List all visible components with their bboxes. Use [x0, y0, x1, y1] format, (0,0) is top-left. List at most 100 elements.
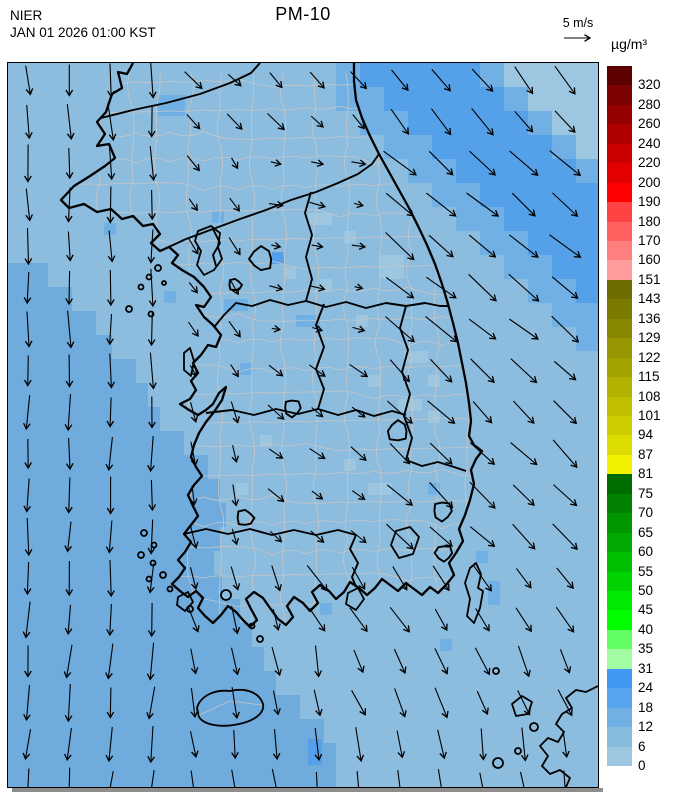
wind-arrow: [508, 273, 540, 302]
gyeonggi-gangwon-border: [304, 191, 313, 302]
chungnam-chungbuk-border: [315, 303, 325, 410]
wind-arrow: [472, 401, 493, 424]
wind-arrow: [386, 484, 414, 506]
wind-arrow: [314, 728, 323, 762]
wind-arrow: [309, 201, 327, 209]
colorbar-segment: [607, 338, 632, 359]
colorbar-tick-label: 220: [638, 155, 661, 171]
wind-arrow: [553, 400, 578, 425]
wind-arrow: [146, 563, 155, 594]
colorbar-tick-label: 55: [638, 563, 654, 579]
colorbar-segment: [607, 688, 632, 709]
wind-arrow: [68, 767, 71, 787]
colorbar-tick-label: 151: [638, 271, 661, 287]
colorbar-segment: [607, 610, 632, 631]
wind-arrow: [64, 187, 73, 223]
wind-arrow: [65, 270, 73, 306]
southwest-sea-field-12-18: [8, 263, 336, 787]
concentration-cell: [398, 399, 422, 411]
wind-arrow: [389, 606, 410, 633]
colorbar-tick-label: 65: [638, 524, 654, 540]
wind-arrow: [227, 73, 242, 87]
wind-arrow: [267, 113, 286, 131]
wind-reference-label: 5 m/s: [562, 16, 594, 30]
wind-arrow: [271, 325, 282, 333]
colorbar-segment: [607, 202, 632, 223]
colorbar-segment: [607, 416, 632, 436]
colorbar-tick-label: 260: [638, 116, 661, 132]
wind-arrow: [510, 442, 538, 466]
wind-arrow: [389, 443, 411, 465]
wind-arrow: [230, 401, 240, 424]
chungbuk-gyeongbuk-border: [399, 305, 413, 461]
colorbar-segment: [607, 649, 632, 670]
wind-arrow: [106, 687, 115, 719]
islet: [147, 310, 155, 318]
wind-vector-field: [22, 63, 582, 787]
colorbar-tick-label: 94: [638, 427, 654, 443]
wind-arrow: [353, 649, 365, 674]
wind-arrow: [105, 437, 114, 472]
concentration-cell: [476, 551, 488, 563]
wind-arrow: [184, 71, 203, 90]
colorbar-tick-label: 87: [638, 446, 654, 462]
colorbar-tick-label: 31: [638, 660, 654, 676]
colorbar-tick-label: 0: [638, 758, 646, 773]
wind-arrow: [428, 150, 454, 176]
colorbar-tick-label: 180: [638, 213, 661, 229]
wind-arrow: [390, 108, 410, 135]
wind-arrow: [146, 642, 155, 681]
wind-arrow: [148, 63, 157, 99]
wind-arrow: [312, 325, 324, 333]
wind-arrow: [387, 400, 413, 424]
wind-arrow: [231, 484, 240, 507]
colorbar-segment: [607, 746, 632, 767]
wind-arrow: [65, 147, 74, 180]
wind-arrow: [147, 312, 156, 347]
wind-arrow: [64, 683, 73, 723]
islet: [140, 529, 148, 537]
geoje-island: [390, 526, 420, 559]
wind-arrow: [351, 690, 367, 716]
islet: [137, 551, 145, 559]
wind-arrow: [272, 729, 281, 761]
wind-arrow: [553, 360, 577, 381]
wind-arrow: [271, 565, 282, 592]
wind-arrow: [471, 107, 494, 136]
concentration-cell: [356, 315, 368, 327]
colorbar-segment: [607, 85, 632, 106]
wind-arrow: [385, 316, 415, 343]
wind-arrow: [470, 358, 495, 384]
wind-arrow: [508, 318, 539, 340]
wind-arrow: [383, 150, 417, 176]
county-line: [280, 72, 287, 627]
jeonbuk-north-border: [205, 408, 407, 417]
wind-arrow: [349, 364, 369, 378]
wind-arrow: [351, 490, 366, 501]
wind-arrow: [146, 686, 156, 720]
wind-arrow: [468, 234, 497, 258]
wind-arrow: [556, 567, 574, 590]
colorbar-tick-label: 115: [638, 369, 660, 385]
wind-arrow: [430, 108, 452, 136]
concentration-cell: [344, 459, 356, 471]
iki-island: [511, 695, 533, 717]
colorbar-segment: [607, 727, 632, 748]
wind-arrow: [391, 69, 409, 92]
kaesong-boundary: [212, 228, 221, 267]
wind-arrow: [515, 568, 532, 589]
small-islands: [125, 264, 539, 769]
county-line: [312, 72, 319, 627]
jeju-island: [196, 689, 265, 727]
wind-arrow: [551, 315, 580, 343]
wind-arrow: [149, 352, 157, 390]
colorbar-tick-label: 24: [638, 680, 654, 696]
gyeonggi-south-border: [214, 299, 307, 327]
gyeongnam-gyeongbuk-border: [405, 459, 467, 472]
wind-arrow: [468, 273, 497, 302]
concentration-cell: [296, 315, 320, 327]
colorbar-segment: [607, 318, 632, 339]
dmz-boundary: [159, 153, 380, 252]
wind-arrow: [314, 645, 323, 678]
wind-arrow: [228, 320, 241, 338]
